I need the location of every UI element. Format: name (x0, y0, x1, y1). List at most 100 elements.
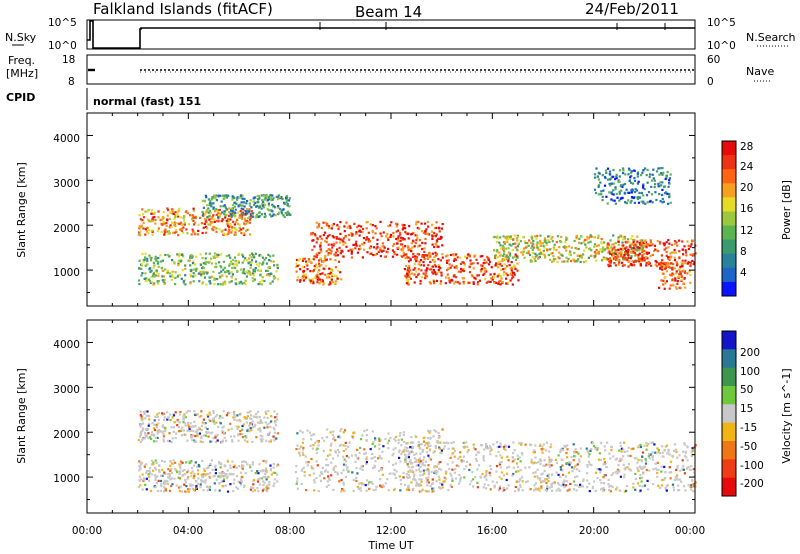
heat-cell-0-65 (194, 221, 197, 224)
heat-cell-1-250 (140, 463, 143, 466)
heat-cell-5-201 (499, 260, 502, 263)
heat-cell-7-237 (685, 251, 688, 254)
heat-cell-0-130 (193, 420, 196, 423)
heat-cell-2-139 (330, 474, 333, 477)
heat-cell-1-295 (249, 266, 252, 269)
heat-cell-4-344 (379, 255, 382, 258)
heat-cell-1-168 (229, 483, 232, 486)
heat-cell-2-226 (230, 207, 233, 210)
heat-cell-7-98 (644, 239, 647, 242)
heat-cell-7-44 (689, 245, 692, 248)
heat-cell-0-302 (227, 232, 230, 235)
heat-cell-1-132 (204, 252, 208, 255)
heat-cell-0-314 (199, 216, 202, 219)
heat-cell-1-376 (192, 477, 195, 480)
heat-cell-6-110 (547, 235, 550, 238)
heat-cell-5-10 (485, 261, 488, 264)
heat-cell-0-260 (191, 228, 194, 231)
heat-cell-4-150 (423, 250, 426, 253)
heat-cell-7-191 (633, 244, 636, 247)
heat-cell-3-565 (642, 466, 646, 469)
heat-cell-1-256 (269, 272, 272, 275)
heat-cell-1-48 (156, 489, 159, 493)
heat-cell-2-360 (299, 429, 302, 432)
heat-cell-4-110 (407, 246, 410, 249)
heat-cell-1-249 (240, 478, 243, 481)
heat-cell-1-211 (234, 282, 237, 285)
heat-cell-4-324 (391, 249, 394, 252)
heat-cell-1-162 (173, 261, 176, 264)
heat-cell-4-70 (417, 245, 420, 248)
heat-cell-6-252 (535, 237, 538, 240)
heat-cell-6-243 (512, 238, 515, 241)
heat-cell-2-168 (371, 457, 374, 460)
heat-cell-3-686 (627, 446, 630, 449)
heat-cell-3-784 (561, 449, 564, 452)
heat-cell-0-149 (215, 421, 218, 424)
heat-cell-3-473 (507, 445, 511, 448)
heat-cell-2-393 (361, 483, 364, 486)
heat-cell-7-190 (687, 244, 690, 247)
heat-cell-1-174 (248, 261, 251, 264)
heat-cell-0-258 (196, 233, 199, 236)
heat-cell-2-188 (415, 481, 418, 484)
heat-cell-6-346 (596, 251, 599, 254)
heat-cell-5-75 (431, 258, 434, 262)
freq-tick-top: 18 (62, 54, 75, 66)
heat-cell-4-348 (360, 243, 364, 246)
heat-cell-1-361 (188, 259, 191, 262)
heat-cell-7-58 (689, 261, 692, 264)
heat-cell-2-192 (413, 453, 416, 456)
heat-cell-9-168 (598, 172, 601, 175)
heat-cell-4-8 (327, 243, 330, 246)
heat-cell-5-83 (511, 283, 514, 286)
heat-cell-6-91 (511, 256, 515, 259)
heat-cell-2-357 (418, 462, 421, 465)
heat-cell-5-299 (472, 281, 475, 284)
heat-cell-1-196 (273, 478, 277, 481)
heat-cell-7-35 (632, 248, 635, 251)
heat-cell-1-283 (190, 254, 193, 257)
heat-cell-0-207 (210, 221, 213, 224)
heat-cell-6-239 (640, 245, 643, 248)
heat-cell-5-193 (451, 264, 454, 267)
heat-cell-4-107 (343, 225, 346, 228)
heat-cell-6-10 (635, 244, 638, 248)
heat-cell-3-410 (575, 451, 578, 454)
heat-cell-3-307 (417, 468, 421, 471)
heat-cell-3-799 (482, 455, 485, 458)
heat-cell-0-266 (148, 418, 151, 421)
heat-cell-7-151 (661, 262, 664, 265)
heat-cell-0-21 (236, 414, 239, 417)
heat-cell-5-307 (513, 264, 516, 267)
heat-cell-2-390 (362, 482, 365, 485)
heat-cell-7-97 (619, 255, 623, 258)
heat-cell-2-150 (241, 194, 244, 197)
heat-cell-0-14 (245, 436, 248, 439)
heat-cell-4-168 (392, 232, 395, 235)
heat-cell-1-128 (235, 475, 239, 478)
heat-cell-3-268 (454, 477, 457, 480)
heat-cell-3-579 (677, 484, 680, 487)
heat-cell-0-316 (163, 416, 166, 419)
heat-cell-0-150 (153, 211, 157, 214)
heat-cell-2-39 (332, 488, 335, 491)
heat-cell-2-350 (302, 466, 305, 469)
heat-cell-5-76 (500, 264, 503, 267)
heat-cell-0-72 (182, 429, 185, 432)
heat-cell-4-359 (361, 231, 364, 234)
heat-cell-6-190 (601, 248, 605, 251)
heat-cell-3-717 (467, 449, 470, 452)
heat-cell-3-129 (438, 467, 441, 470)
heat-cell-4-362 (325, 250, 328, 253)
heat-cell-9-93 (593, 188, 597, 191)
heat-cell-7-143 (642, 244, 645, 247)
heat-cell-4-68 (386, 236, 389, 240)
heat-cell-8-57 (664, 262, 667, 265)
heat-cell-3-483 (668, 466, 671, 469)
heat-cell-3-545 (685, 456, 688, 459)
heat-cell-3-4 (322, 281, 326, 284)
heat-cell-5-32 (454, 280, 457, 283)
heat-cell-3-528 (580, 485, 583, 488)
heat-cell-9-34 (615, 173, 618, 176)
